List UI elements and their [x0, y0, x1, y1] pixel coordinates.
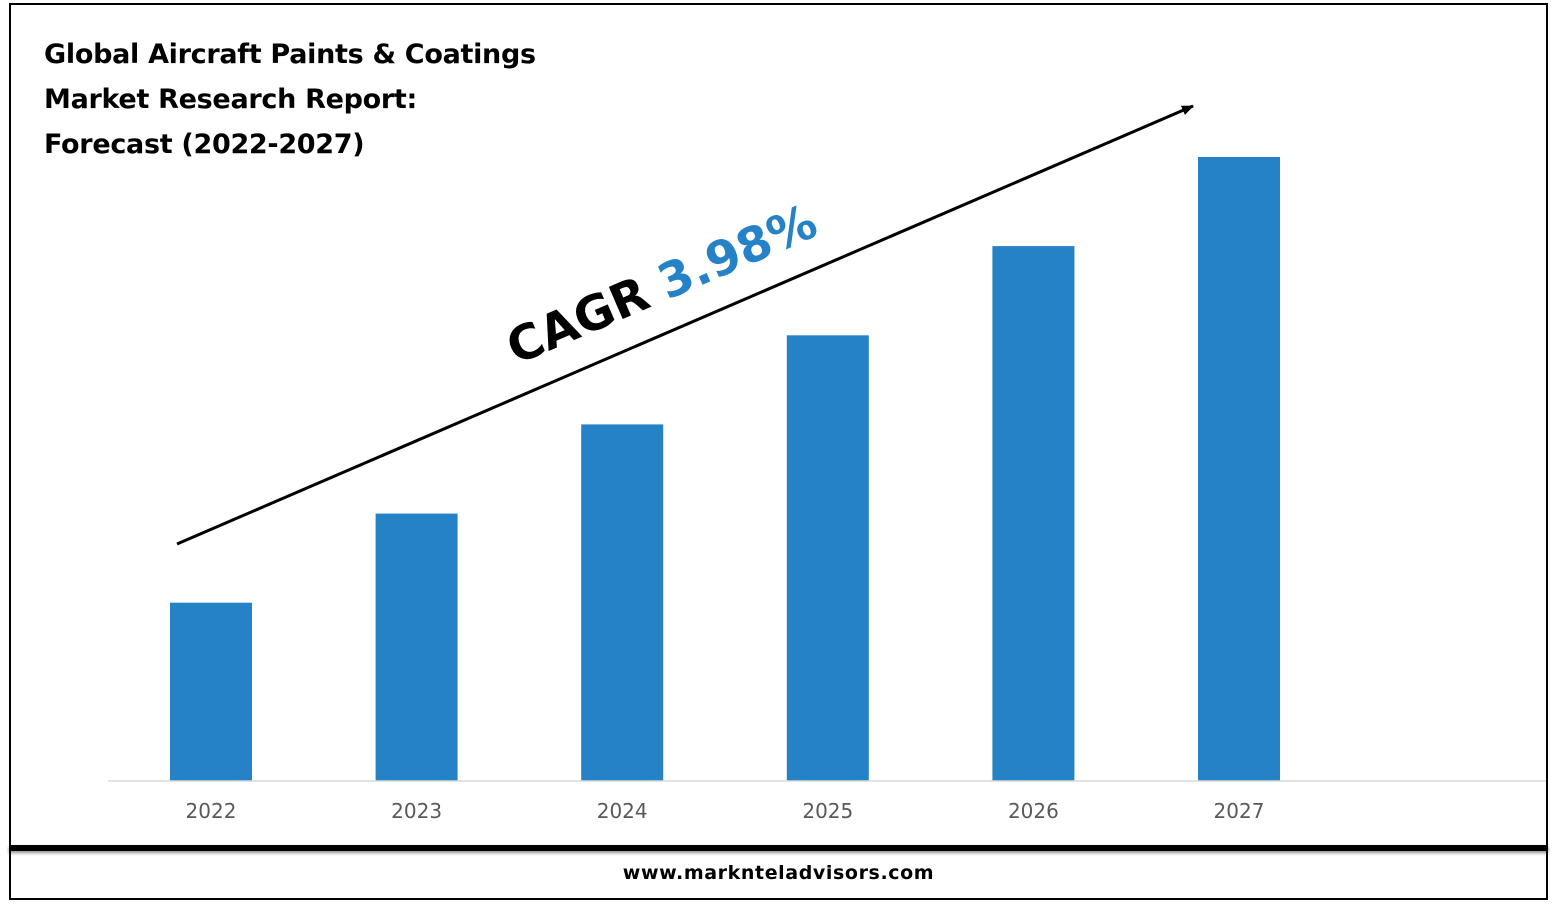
x-tick-label: 2023	[391, 799, 442, 823]
bar-2022	[170, 602, 252, 781]
bar-2025	[786, 335, 869, 781]
chart-frame	[9, 3, 1548, 900]
bar-series	[170, 157, 1280, 782]
cagr-value: 3.98%	[650, 194, 825, 311]
x-tick-label: 2024	[597, 799, 648, 823]
bar-2027	[1198, 157, 1280, 781]
x-tick-label: 2022	[186, 799, 237, 823]
footer-divider	[9, 845, 1548, 851]
chart-title: Global Aircraft Paints & Coatings Market…	[44, 39, 536, 160]
bar-2026	[992, 246, 1075, 782]
trend-arrow	[176, 104, 1194, 546]
cagr-label: CAGR	[499, 266, 658, 376]
bar-2024	[581, 424, 664, 781]
x-tick-label: 2025	[802, 799, 853, 823]
x-tick-label: 2027	[1214, 799, 1265, 823]
bar-2023	[375, 513, 458, 781]
footer-url: www.marknteladvisors.com	[622, 862, 935, 884]
x-axis-ticks: 2022 2023 2024 2025 2026 2027	[186, 799, 1265, 823]
x-tick-label: 2026	[1008, 799, 1059, 823]
